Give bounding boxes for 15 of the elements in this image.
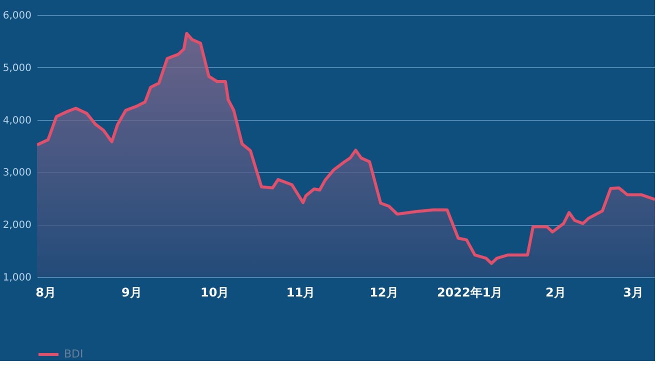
x-tick-label: 11月 xyxy=(286,286,316,300)
x-tick-label: 2月 xyxy=(546,286,566,300)
x-tick-label: 12月 xyxy=(370,286,398,300)
x-tick-label: 8月 xyxy=(36,286,56,300)
x-tick-label: 10月 xyxy=(200,286,230,300)
y-tick-label: 4,000 xyxy=(2,115,32,126)
y-tick-label: 5,000 xyxy=(2,62,32,74)
y-tick-label: 6,000 xyxy=(2,10,32,22)
y-tick-label: 3,000 xyxy=(2,168,32,179)
y-tick-label: 1,000 xyxy=(2,272,32,284)
y-tick-label: 2,000 xyxy=(2,220,32,232)
x-tick-label: 3月 xyxy=(623,286,644,300)
x-tick-label: 9月 xyxy=(122,286,142,300)
x-tick-label: 2022年1月 xyxy=(436,286,503,300)
legend-label: BDI xyxy=(64,348,84,360)
